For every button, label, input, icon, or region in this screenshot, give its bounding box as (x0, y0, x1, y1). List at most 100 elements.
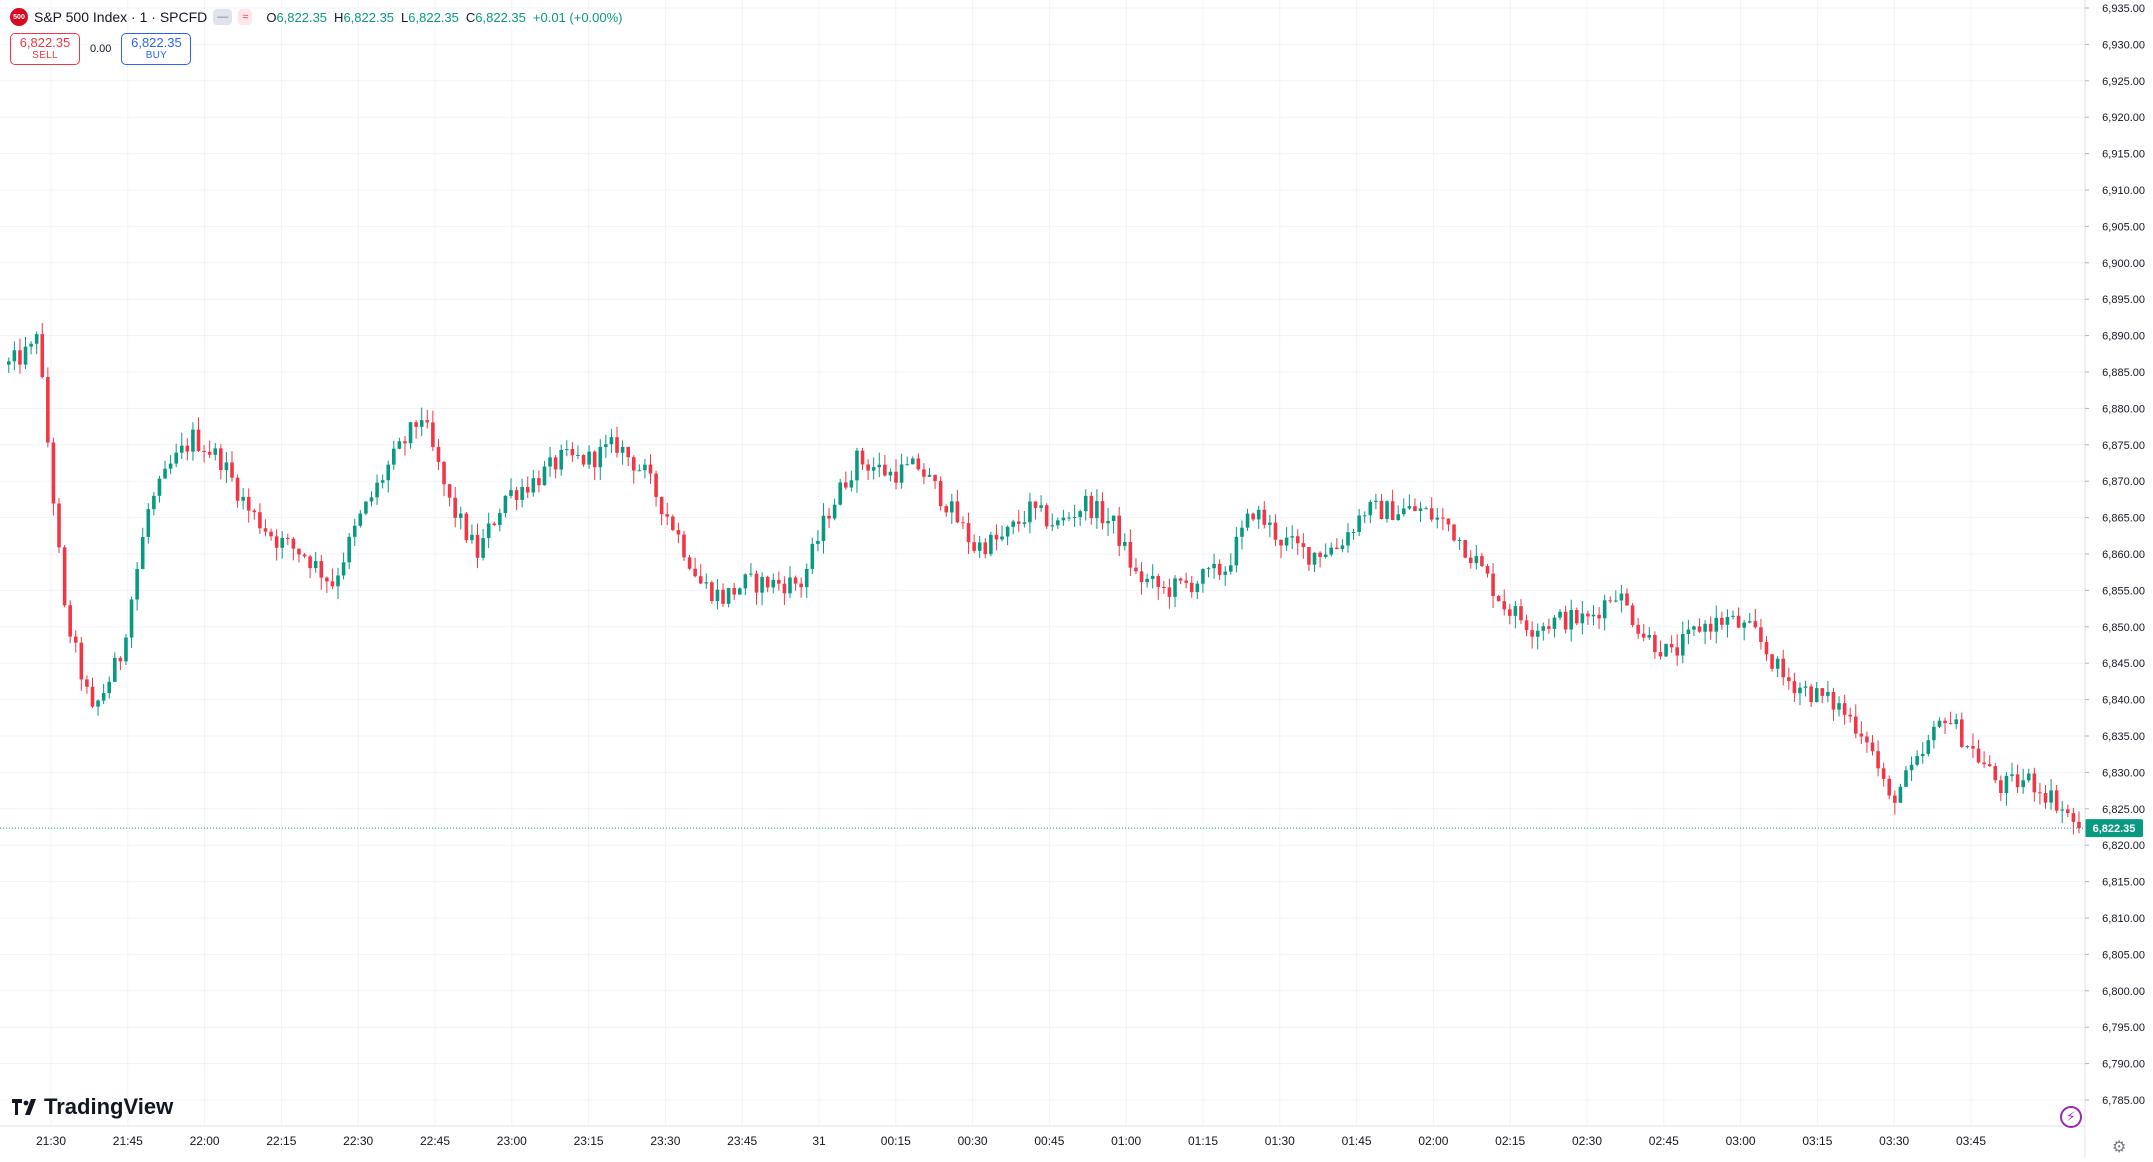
candle-body (1775, 658, 1780, 669)
candle-body (1100, 501, 1105, 524)
candle-body (537, 478, 541, 486)
buy-price: 6,822.35 (131, 35, 182, 50)
candle-body (1909, 764, 1914, 771)
candle-body (1731, 615, 1735, 617)
pill-b[interactable]: ≈ (238, 9, 253, 25)
buy-button[interactable]: 6,822.35 BUY (121, 33, 192, 65)
candle-body (1742, 622, 1746, 628)
candle-body (1826, 692, 1830, 696)
candle-body (1915, 756, 1919, 765)
candle-body (604, 444, 608, 447)
candle-body (269, 531, 273, 537)
candle-body (2049, 790, 2053, 803)
candle-body (2071, 813, 2076, 822)
last-price-badge[interactable] (2085, 819, 2143, 838)
candle-body (425, 420, 430, 423)
candle-body (207, 451, 212, 455)
candle-body (458, 513, 463, 518)
candle-body (520, 487, 524, 500)
candle-body (107, 681, 112, 694)
candle-body (1268, 522, 1272, 525)
candle-body (1842, 703, 1847, 715)
candle-body (1139, 571, 1144, 583)
candle-body (1681, 633, 1685, 656)
symbol-title[interactable]: S&P 500 Index · 1 · SPCFD (34, 9, 208, 25)
candle-body (319, 561, 324, 578)
price-axis[interactable]: 6,785.00 6,790.00 6,795.00 6,800.00 6,805.00… (2084, 0, 2145, 1157)
low-label: L (401, 9, 409, 25)
candle-body (101, 693, 106, 701)
candle-body (821, 515, 826, 541)
candle-body (1982, 762, 1986, 765)
candle-body (832, 504, 837, 519)
candle-body (2032, 773, 2037, 793)
candle-body (648, 464, 653, 474)
candle-body (782, 583, 787, 594)
candle-body (620, 446, 625, 453)
candle-body (1061, 517, 1066, 521)
candle-body (336, 575, 340, 587)
time-tick-label: 00:45 (1034, 1134, 1064, 1148)
open-label: O (266, 9, 277, 25)
candle-body (274, 536, 279, 548)
candle-body (749, 573, 753, 575)
time-tick-label: 03:30 (1879, 1134, 1909, 1148)
price-tick-label: 6,925.00 (2102, 76, 2145, 88)
candle-body (7, 361, 11, 365)
candle-body (838, 482, 842, 505)
time-tick-label: 00:15 (881, 1134, 911, 1148)
candle-body (1480, 556, 1484, 567)
chart-grid (0, 0, 2085, 1126)
candle-body (380, 480, 385, 483)
candle-body (1089, 495, 1094, 519)
candle-body (1402, 508, 1406, 515)
candle-body (358, 513, 363, 526)
candle-body (2010, 774, 2014, 776)
price-tick-label: 6,820.00 (2102, 840, 2145, 852)
candle-body (2015, 774, 2020, 788)
sell-button[interactable]: 6,822.35 SELL (10, 33, 80, 65)
candle-body (1987, 764, 1992, 767)
candle-body (1457, 540, 1462, 542)
candle-body (297, 548, 301, 555)
candle-body (118, 657, 123, 662)
candle-body (983, 542, 988, 555)
gear-icon[interactable]: ⚙ (2112, 1139, 2127, 1156)
low-value: 6,822.35 (408, 9, 459, 25)
candle-body (631, 457, 636, 471)
tradingview-brand[interactable]: TradingView (12, 1094, 173, 1120)
candle-body (721, 589, 725, 604)
candle-body (1932, 726, 1936, 741)
candle-body (659, 496, 664, 515)
lightning-icon[interactable]: ⚡ (2060, 1106, 2082, 1128)
candle-body (1123, 541, 1127, 546)
candle-body (816, 540, 820, 544)
time-tick-label: 23:45 (727, 1134, 757, 1148)
candle-body (369, 497, 374, 502)
candle-body (46, 376, 50, 443)
symbol-logo[interactable]: 500 (10, 8, 28, 26)
price-tick-label: 6,865.00 (2102, 513, 2145, 525)
price-tick-label: 6,795.00 (2102, 1022, 2145, 1034)
time-tick-label: 02:45 (1649, 1134, 1679, 1148)
candle-body (2026, 773, 2031, 781)
time-axis[interactable]: 21:30 21:45 22:00 22:15 22:30 22:45 23:00 23:15… (0, 1125, 2085, 1148)
candle-body (643, 464, 647, 471)
price-tick-label: 6,895.00 (2102, 294, 2145, 306)
candle-body (1641, 633, 1646, 638)
pill-a[interactable]: — (213, 9, 233, 25)
candle-body (325, 577, 329, 582)
price-tick-label: 6,815.00 (2102, 877, 2145, 889)
candle-body (1335, 547, 1339, 549)
candle-body (2038, 792, 2042, 794)
candle-body (135, 569, 139, 600)
candle-body (1424, 508, 1428, 510)
candle-body (860, 450, 865, 465)
candle-body (1547, 626, 1551, 629)
candle-body (715, 589, 720, 602)
candle-body (827, 515, 831, 519)
candle-body (1602, 600, 1607, 619)
candle-body (1574, 610, 1579, 624)
